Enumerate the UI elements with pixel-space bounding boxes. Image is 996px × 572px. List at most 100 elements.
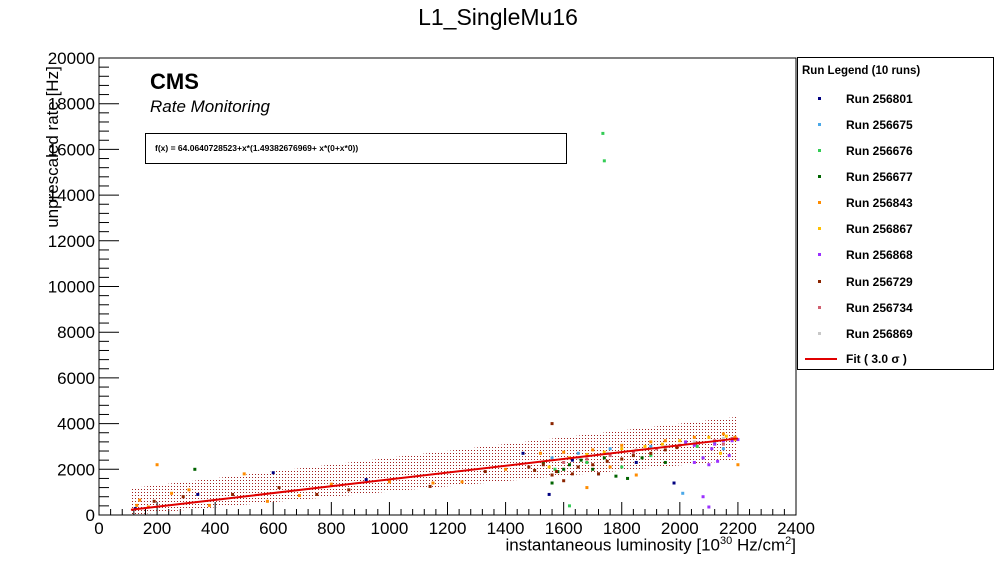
- x-axis-label-suffix: ]: [791, 535, 796, 555]
- data-point: [364, 478, 368, 482]
- chart-title: L1_SingleMu16: [418, 4, 578, 30]
- y-tick-label: 16000: [48, 140, 95, 159]
- data-point: [207, 503, 211, 507]
- y-tick-label: 14000: [48, 186, 95, 205]
- data-point: [135, 503, 139, 507]
- data-point: [701, 456, 705, 460]
- data-point: [602, 450, 606, 454]
- y-tick-label: 12000: [48, 232, 95, 251]
- data-point: [631, 450, 635, 454]
- data-point: [562, 479, 566, 483]
- data-point: [649, 444, 653, 448]
- legend-label: Run 256868: [846, 248, 913, 262]
- data-point: [684, 440, 688, 444]
- y-tick-label: 4000: [57, 415, 95, 434]
- data-point: [614, 474, 618, 478]
- x-tick-label: 2000: [661, 519, 699, 538]
- x-tick-label: 2400: [777, 519, 815, 538]
- legend-entry-run-256868: Run 256868: [798, 245, 993, 265]
- legend-marker: [818, 253, 821, 256]
- data-point: [550, 473, 554, 477]
- data-point: [547, 465, 551, 469]
- data-point: [265, 499, 269, 503]
- x-tick-label: 1400: [487, 519, 525, 538]
- data-point: [483, 470, 487, 474]
- data-point: [721, 432, 725, 436]
- legend-title: Run Legend (10 runs): [802, 65, 921, 77]
- x-axis-label: instantaneous luminosity [1030 Hz/cm2]: [505, 535, 796, 556]
- data-point: [297, 494, 301, 498]
- data-point: [733, 435, 737, 439]
- data-point: [608, 465, 612, 469]
- data-point: [347, 488, 351, 492]
- legend-entry-run-256801: Run 256801: [798, 89, 993, 109]
- data-point: [620, 443, 624, 447]
- data-point: [692, 440, 696, 444]
- data-point: [736, 438, 740, 442]
- data-point: [692, 443, 696, 447]
- data-point: [672, 481, 676, 485]
- data-point: [550, 481, 554, 485]
- data-point: [620, 447, 624, 451]
- data-point: [527, 465, 531, 469]
- data-point: [716, 459, 720, 463]
- legend-marker: [818, 332, 821, 335]
- legend-entry-run-256867: Run 256867: [798, 219, 993, 239]
- data-point: [681, 491, 685, 495]
- data-point: [692, 460, 696, 464]
- data-point: [271, 471, 275, 475]
- data-point: [579, 458, 583, 462]
- y-tick-label: 18000: [48, 95, 95, 114]
- data-point: [631, 454, 635, 458]
- data-point: [329, 482, 333, 486]
- data-point: [634, 460, 638, 464]
- cms-label: CMS: [150, 69, 199, 94]
- data-point: [727, 454, 731, 458]
- data-point: [602, 456, 606, 460]
- legend-label: Run 256676: [846, 144, 913, 158]
- legend-label: Run 256843: [846, 196, 913, 210]
- fit-formula-text: f(x) = 64.0640728523+x*(1.49382676969+ x…: [155, 143, 359, 153]
- data-point: [601, 131, 605, 135]
- x-tick-label: 600: [259, 519, 287, 538]
- legend-entry-run-256869: Run 256869: [798, 324, 993, 344]
- data-point: [231, 492, 235, 496]
- data-point: [570, 458, 574, 462]
- x-axis-label-unit: Hz/cm: [732, 535, 786, 555]
- data-point: [562, 450, 566, 454]
- data-point: [181, 495, 185, 499]
- data-point: [277, 486, 281, 490]
- fit-line: [130, 437, 739, 511]
- data-point: [620, 465, 624, 469]
- data-point: [576, 465, 580, 469]
- data-point: [663, 439, 667, 443]
- legend-marker: [818, 97, 821, 100]
- x-tick-label: 1800: [603, 519, 641, 538]
- legend-marker: [818, 175, 821, 178]
- legend-label: Run 256677: [846, 170, 913, 184]
- data-point: [721, 436, 725, 440]
- data-point: [649, 440, 653, 444]
- y-axis-label: unprescaled rate [Hz]: [43, 66, 62, 228]
- x-tick-label: 1200: [429, 519, 467, 538]
- legend-marker: [818, 123, 821, 126]
- x-axis-label-exponent-1: 30: [720, 535, 733, 547]
- data-point: [567, 463, 571, 467]
- data-point: [649, 454, 653, 458]
- y-tick-label: 6000: [57, 369, 95, 388]
- y-tick-label: 20000: [48, 49, 95, 68]
- data-point: [640, 456, 644, 460]
- data-point: [387, 480, 391, 484]
- fit-uncertainty-band: [130, 416, 738, 515]
- legend-marker: [818, 149, 821, 152]
- data-point: [170, 491, 174, 495]
- data-point: [707, 435, 711, 439]
- legend-entry-run-256675: Run 256675: [798, 115, 993, 135]
- x-tick-label: 1600: [545, 519, 583, 538]
- data-point: [152, 499, 156, 503]
- x-tick-label: 0: [94, 519, 103, 538]
- legend-marker: [818, 201, 821, 204]
- data-point: [138, 498, 142, 502]
- y-tick-label: 0: [86, 506, 95, 525]
- x-tick-label: 1000: [371, 519, 409, 538]
